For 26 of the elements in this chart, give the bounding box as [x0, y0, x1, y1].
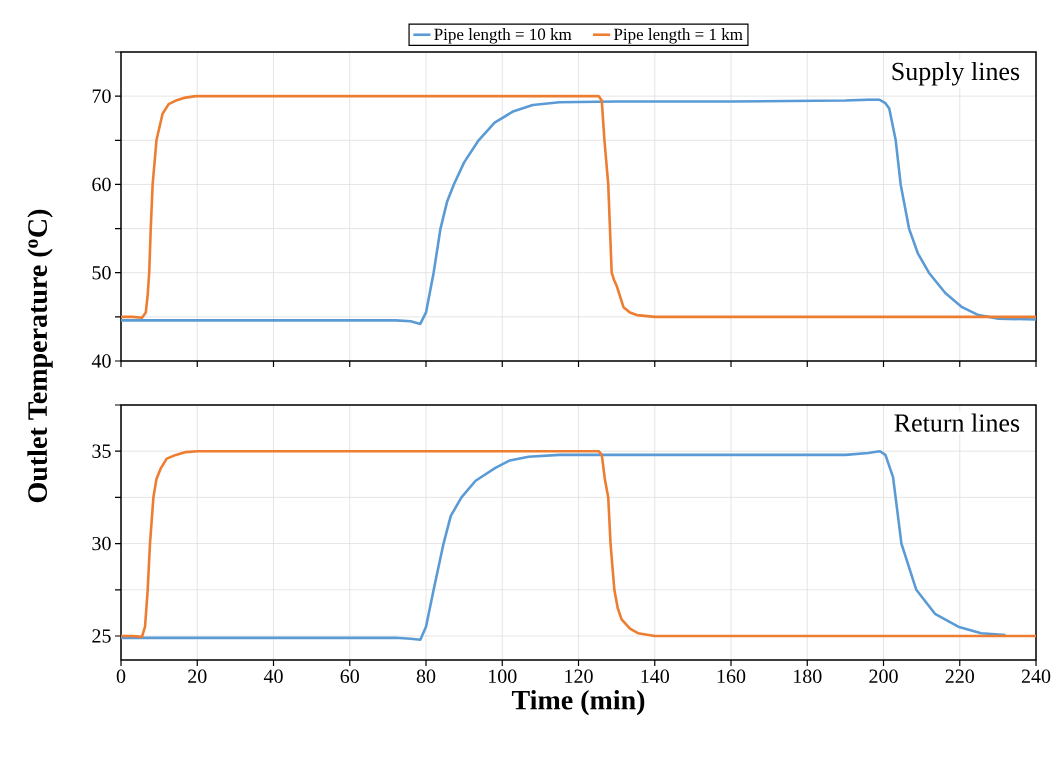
x-tick-label: 0: [116, 669, 126, 684]
x-axis-title: Time (min): [511, 689, 645, 716]
x-tick-label: 120: [565, 669, 593, 684]
y-axis-title: Outlet Temperature ($^{o}$C): [27, 209, 53, 503]
x-tick-label: 60: [340, 669, 359, 684]
x-tick-label: 140: [641, 669, 669, 684]
y-tick-label: 30: [92, 536, 111, 551]
annotation: Supply lines: [892, 61, 1020, 86]
x-tick-label: 240: [1021, 669, 1051, 684]
x-tick-label: 160: [717, 669, 746, 684]
y-tick-label: 50: [92, 265, 111, 280]
y-tick-label: 70: [92, 89, 111, 103]
y-tick-label: 40: [91, 354, 111, 368]
legend-label: Pipe length = 1 km: [613, 28, 743, 44]
x-tick-label: 80: [416, 669, 436, 684]
legend-label: Pipe length = 10 km: [434, 28, 572, 44]
x-tick-label: 200: [869, 669, 898, 684]
x-tick-label: 220: [945, 669, 974, 684]
x-tick-label: 180: [794, 669, 822, 684]
annotation: Return lines: [894, 413, 1020, 432]
x-tick-label: 40: [263, 669, 283, 684]
y-tick-label: 25: [92, 629, 111, 643]
x-tick-label: 20: [188, 669, 207, 684]
y-tick-label: 60: [92, 177, 111, 192]
x-tick-label: 100: [489, 669, 517, 684]
y-tick-label: 35: [92, 444, 111, 458]
